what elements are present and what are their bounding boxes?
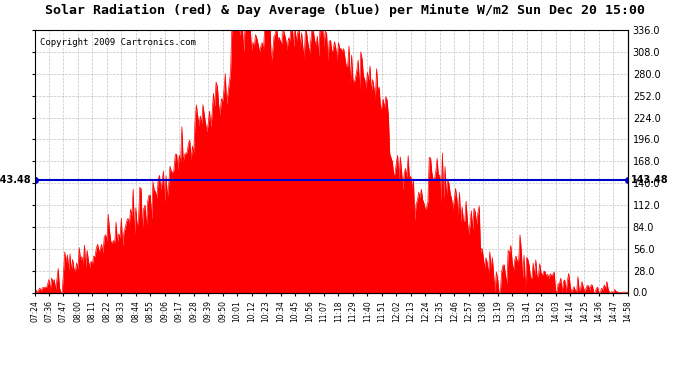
Text: 143.48: 143.48 — [0, 176, 32, 185]
Text: Solar Radiation (red) & Day Average (blue) per Minute W/m2 Sun Dec 20 15:00: Solar Radiation (red) & Day Average (blu… — [45, 4, 645, 17]
Text: 143.48: 143.48 — [631, 176, 668, 185]
Text: Copyright 2009 Cartronics.com: Copyright 2009 Cartronics.com — [41, 38, 197, 47]
